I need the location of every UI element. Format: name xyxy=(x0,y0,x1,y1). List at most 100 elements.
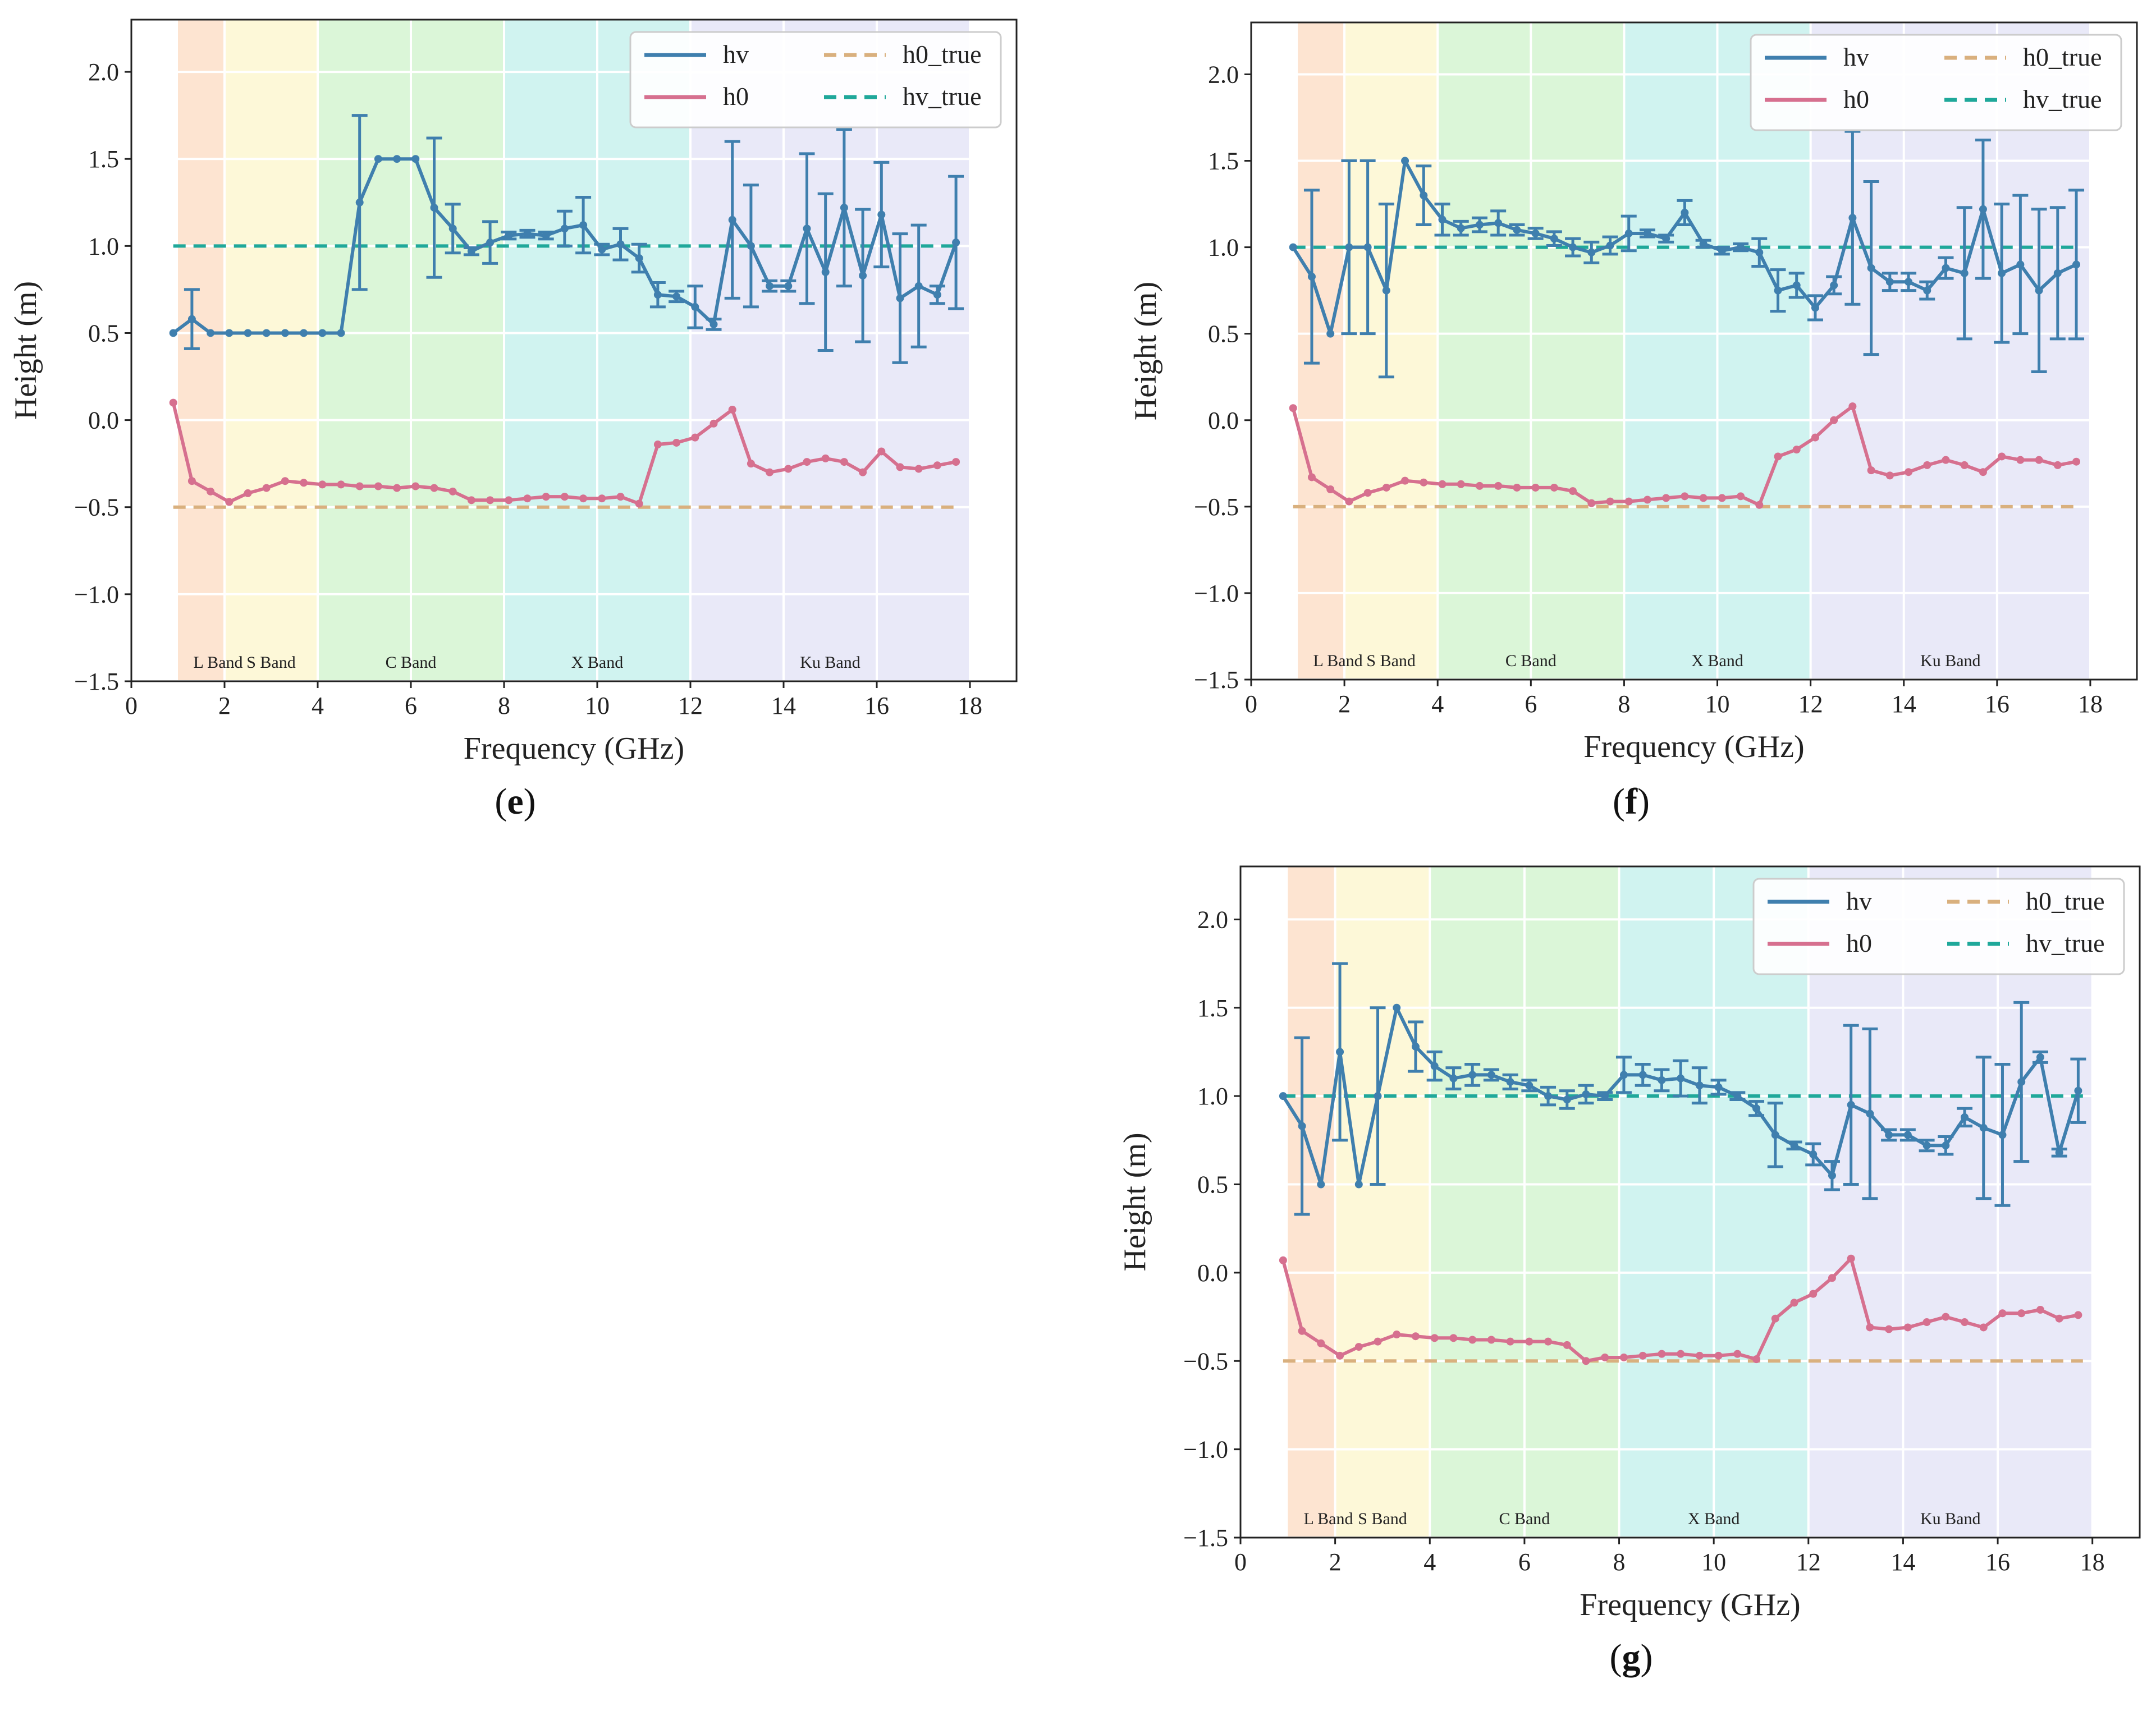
band-label: S Band xyxy=(1358,1510,1407,1528)
hv-point xyxy=(1619,1071,1628,1079)
hv-point xyxy=(355,198,364,207)
hv-point xyxy=(840,204,848,212)
hv-point xyxy=(1681,208,1689,217)
h0-point xyxy=(653,441,662,449)
hv-point xyxy=(1866,1109,1874,1118)
h0-point xyxy=(896,463,904,471)
hv-point xyxy=(430,204,438,212)
y-tick-label: 2.0 xyxy=(88,58,119,86)
h0-point xyxy=(914,465,923,473)
hv-point xyxy=(821,268,830,276)
x-tick-label: 16 xyxy=(864,692,889,719)
h0-point xyxy=(430,484,438,492)
h0-point xyxy=(1638,1351,1647,1360)
y-axis-label: Height (m) xyxy=(1128,282,1163,420)
h0-point xyxy=(1506,1337,1514,1346)
panel-f: L Band S Band C Band X Band Ku Band 0 2 4 6 8 10 12… xyxy=(1128,21,2138,822)
h0-point xyxy=(486,496,495,504)
legend-label-h0: h0 xyxy=(1846,929,1872,957)
hv-point xyxy=(300,329,308,337)
hv-point xyxy=(1658,1076,1666,1084)
h0-point xyxy=(709,419,718,428)
band-region xyxy=(1808,866,2093,1538)
h0-point xyxy=(1438,480,1447,488)
legend-label-h0-true: h0_true xyxy=(2023,43,2102,71)
x-tick-label: 2 xyxy=(1329,1548,1342,1576)
y-tick-label: 1.0 xyxy=(88,232,119,260)
x-tick-label: 16 xyxy=(1985,690,2009,718)
hv-point xyxy=(207,329,215,337)
x-tick-label: 10 xyxy=(585,692,610,719)
h0-point xyxy=(1847,1254,1855,1263)
h0-point xyxy=(1867,466,1875,475)
panel-e: L Band S Band C Band X Band Ku Band 0 2 4 6 8 10 12… xyxy=(8,19,1018,822)
h0-point xyxy=(2035,456,2043,464)
hv-point xyxy=(747,242,755,250)
y-tick-label: 0.5 xyxy=(1208,320,1239,348)
h0-point xyxy=(1420,478,1428,487)
legend-label-hv: hv xyxy=(1846,887,1872,915)
hv-point xyxy=(1430,1062,1439,1070)
hv-point xyxy=(187,315,196,323)
hv-point xyxy=(1587,248,1596,256)
h0-point xyxy=(1866,1323,1874,1332)
hv-point xyxy=(1374,1092,1382,1100)
h0-point xyxy=(225,498,234,506)
h0-point xyxy=(747,460,755,468)
hv-point xyxy=(672,292,681,301)
y-axis-label: Height (m) xyxy=(8,281,43,420)
hv-point xyxy=(859,272,867,280)
hv-point xyxy=(1867,264,1875,272)
h0-point xyxy=(1942,1313,1950,1321)
h0-point xyxy=(1279,1256,1287,1264)
y-tick-label: 1.5 xyxy=(1197,994,1228,1022)
h0-point xyxy=(1393,1331,1401,1339)
hv-point xyxy=(933,291,941,299)
hv-point xyxy=(598,245,606,254)
hv-point xyxy=(1401,157,1409,165)
hv-point xyxy=(1737,243,1745,251)
h0-point xyxy=(1354,1343,1363,1351)
h0-point xyxy=(1737,492,1745,501)
hv-point xyxy=(1487,1071,1495,1079)
y-tick-label: 1.5 xyxy=(88,145,119,173)
h0-point xyxy=(1903,1323,1912,1332)
h0-point xyxy=(1792,446,1801,454)
band-region xyxy=(1335,866,1430,1538)
hv-point xyxy=(1494,219,1503,227)
hv-point xyxy=(914,282,923,290)
x-tick-label: 0 xyxy=(1245,690,1257,718)
hv-point xyxy=(1336,1048,1344,1056)
hv-point xyxy=(2017,1077,2026,1086)
hv-point xyxy=(1848,214,1857,222)
h0-point xyxy=(1771,1314,1779,1323)
legend-label-hv-true: hv_true xyxy=(2023,85,2102,113)
legend-label-h0-true: h0_true xyxy=(903,40,982,68)
hv-point xyxy=(1438,215,1447,224)
h0-point xyxy=(1828,1274,1836,1282)
h0-point xyxy=(1695,1351,1704,1360)
band-region xyxy=(1288,866,1335,1538)
hv-point xyxy=(169,329,177,337)
h0-point xyxy=(1494,481,1503,490)
h0-point xyxy=(840,458,848,466)
h0-point xyxy=(1487,1336,1495,1344)
hv-point xyxy=(1979,1123,1988,1132)
h0-point xyxy=(1475,481,1484,490)
y-tick-label: −0.5 xyxy=(1194,493,1239,521)
band-region xyxy=(225,20,318,681)
legend-label-h0: h0 xyxy=(723,82,749,111)
h0-point xyxy=(393,484,401,492)
hv-point xyxy=(2072,260,2081,269)
band-label: L Band xyxy=(1303,1510,1353,1528)
x-tick-label: 18 xyxy=(2080,1548,2105,1576)
y-tick-label: −1.5 xyxy=(74,668,119,695)
h0-point xyxy=(1430,1334,1439,1342)
h0-point xyxy=(1624,497,1633,506)
h0-point xyxy=(1289,404,1297,412)
h0-point xyxy=(1923,461,1931,469)
h0-point xyxy=(2017,1309,2026,1318)
hv-point xyxy=(393,155,401,163)
h0-point xyxy=(1513,483,1521,492)
